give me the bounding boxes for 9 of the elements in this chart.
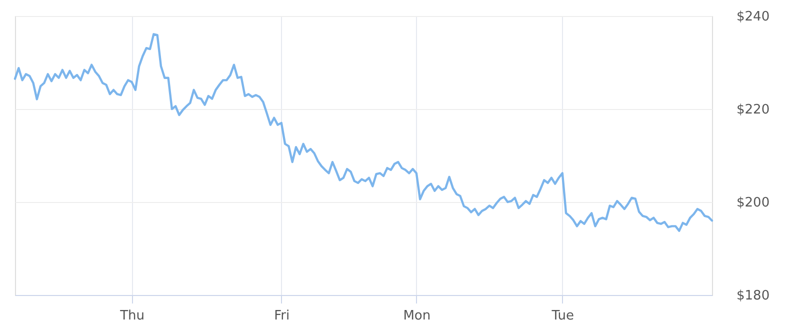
x-tick-label: Mon — [403, 308, 431, 324]
x-tick-label: Thu — [119, 308, 144, 324]
line-series — [14, 33, 714, 232]
y-tick-label: $200 — [736, 196, 770, 210]
y-tick-label: $220 — [736, 102, 770, 118]
y-tick-label: $180 — [736, 288, 770, 304]
x-tick-label: Tue — [550, 308, 574, 324]
x-tick-label: Fri — [274, 308, 290, 324]
y-tick-label: $240 — [736, 10, 770, 24]
